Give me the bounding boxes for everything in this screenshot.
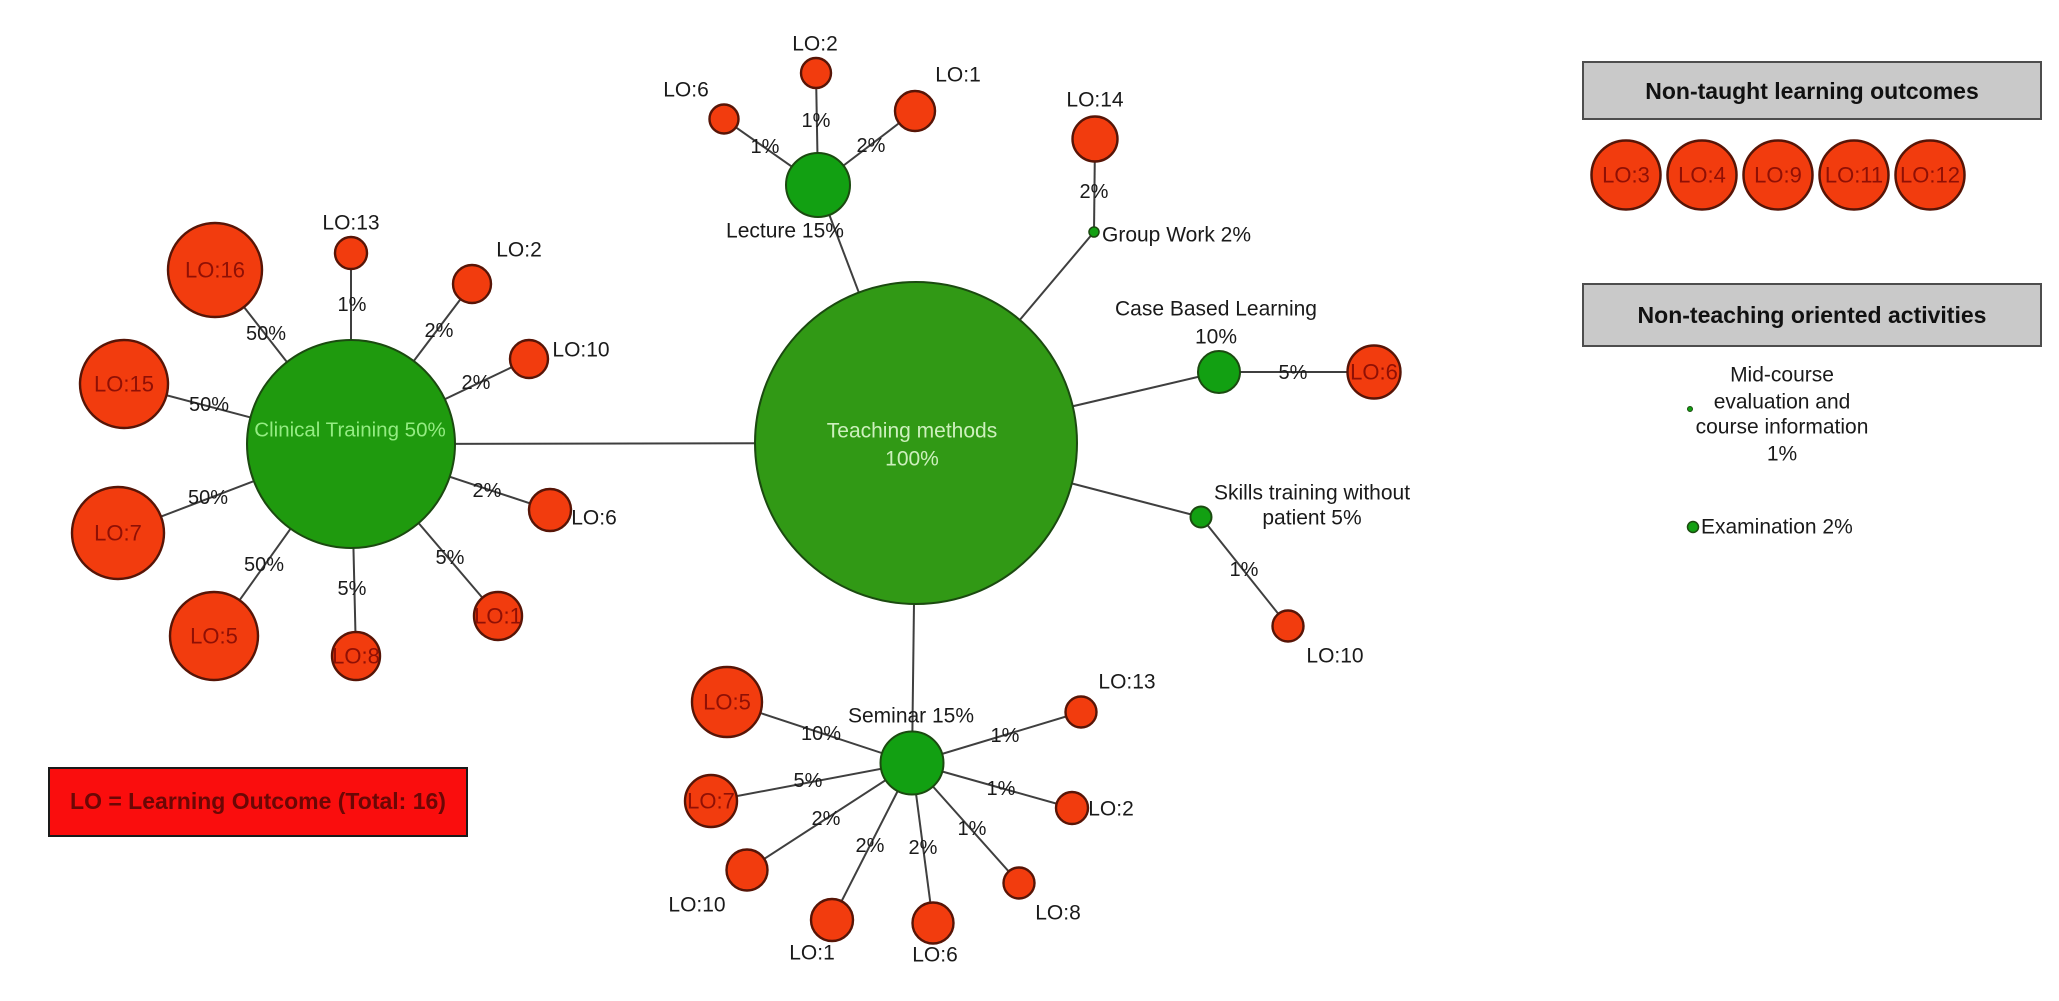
svg-text:LO:7: LO:7 <box>687 789 735 814</box>
svg-text:LO:13: LO:13 <box>322 212 379 235</box>
svg-text:2%: 2% <box>856 835 885 857</box>
svg-text:evaluation and: evaluation and <box>1714 391 1851 414</box>
svg-text:2%: 2% <box>473 480 502 502</box>
svg-text:LO:8: LO:8 <box>332 644 380 669</box>
svg-text:2%: 2% <box>1080 181 1109 203</box>
svg-text:LO:5: LO:5 <box>703 690 751 715</box>
svg-text:Non-taught learning outcomes: Non-taught learning outcomes <box>1645 78 1979 104</box>
svg-text:LO:1: LO:1 <box>935 64 981 87</box>
svg-text:5%: 5% <box>794 770 823 792</box>
svg-text:LO:1: LO:1 <box>789 942 835 965</box>
svg-text:1%: 1% <box>1230 559 1259 581</box>
svg-text:2%: 2% <box>425 320 454 342</box>
svg-text:patient 5%: patient 5% <box>1262 507 1361 530</box>
svg-text:1%: 1% <box>958 818 987 840</box>
svg-text:LO:6: LO:6 <box>663 79 709 102</box>
svg-text:5%: 5% <box>1279 362 1308 384</box>
svg-text:Group Work 2%: Group Work 2% <box>1102 224 1251 247</box>
svg-text:Lecture 15%: Lecture 15% <box>726 220 844 243</box>
svg-text:LO:6: LO:6 <box>1350 360 1398 385</box>
svg-text:1%: 1% <box>338 294 367 316</box>
svg-text:LO:10: LO:10 <box>1306 645 1363 668</box>
svg-text:Case Based Learning: Case Based Learning <box>1115 298 1317 321</box>
svg-text:LO:11: LO:11 <box>1825 163 1883 188</box>
svg-text:10%: 10% <box>1195 326 1237 349</box>
svg-text:5%: 5% <box>338 578 367 600</box>
svg-text:LO:7: LO:7 <box>94 521 142 546</box>
svg-text:50%: 50% <box>189 394 229 416</box>
svg-text:LO:4: LO:4 <box>1678 163 1726 188</box>
svg-text:LO:13: LO:13 <box>1098 671 1155 694</box>
svg-text:2%: 2% <box>909 837 938 859</box>
svg-text:LO:8: LO:8 <box>1035 902 1081 925</box>
svg-text:Non-teaching oriented activiti: Non-teaching oriented activities <box>1638 302 1987 328</box>
svg-text:LO:15: LO:15 <box>94 372 154 397</box>
svg-text:LO:9: LO:9 <box>1754 163 1802 188</box>
svg-text:LO:10: LO:10 <box>552 339 609 362</box>
svg-text:100%: 100% <box>885 448 939 471</box>
svg-text:Skills training without: Skills training without <box>1214 482 1410 505</box>
svg-text:LO:5: LO:5 <box>190 624 238 649</box>
svg-text:LO:6: LO:6 <box>912 944 958 967</box>
svg-text:LO:10: LO:10 <box>668 894 725 917</box>
svg-text:LO:12: LO:12 <box>1900 163 1960 188</box>
svg-text:1%: 1% <box>751 136 780 158</box>
svg-text:LO:2: LO:2 <box>496 239 542 262</box>
svg-text:Clinical Training 50%: Clinical Training 50% <box>254 419 445 442</box>
svg-text:LO:6: LO:6 <box>571 507 617 530</box>
svg-text:1%: 1% <box>1767 443 1797 466</box>
svg-text:50%: 50% <box>188 487 228 509</box>
svg-text:LO:3: LO:3 <box>1602 163 1650 188</box>
svg-text:1%: 1% <box>987 778 1016 800</box>
svg-text:10%: 10% <box>801 723 841 745</box>
svg-text:LO:14: LO:14 <box>1066 89 1124 112</box>
svg-text:LO:2: LO:2 <box>792 33 838 56</box>
svg-text:2%: 2% <box>857 135 886 157</box>
svg-text:LO:2: LO:2 <box>1088 798 1134 821</box>
svg-text:Mid-course: Mid-course <box>1730 364 1834 387</box>
svg-text:1%: 1% <box>802 110 831 132</box>
svg-text:5%: 5% <box>436 547 465 569</box>
svg-text:LO:16: LO:16 <box>185 258 245 283</box>
svg-text:LO:1: LO:1 <box>474 604 522 629</box>
svg-text:2%: 2% <box>462 372 491 394</box>
svg-text:course information: course information <box>1696 416 1869 439</box>
svg-text:50%: 50% <box>246 323 286 345</box>
svg-text:LO = Learning Outcome (Total:: LO = Learning Outcome (Total: 16) <box>70 788 446 814</box>
svg-text:1%: 1% <box>991 725 1020 747</box>
svg-text:Teaching methods: Teaching methods <box>827 420 997 443</box>
svg-text:Seminar 15%: Seminar 15% <box>848 705 974 728</box>
svg-text:2%: 2% <box>812 808 841 830</box>
svg-text:50%: 50% <box>244 554 284 576</box>
svg-text:Examination 2%: Examination 2% <box>1701 516 1853 539</box>
